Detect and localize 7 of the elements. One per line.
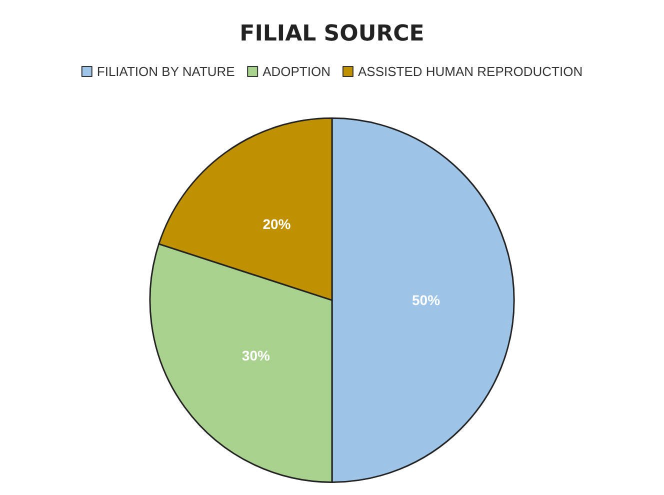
data-label: 20% (262, 216, 292, 232)
legend-label: FILIATION BY NATURE (96, 64, 236, 79)
legend-label: ADOPTION (262, 64, 330, 79)
chart-title: FILIAL SOURCE (240, 22, 424, 46)
data-label: 30% (242, 347, 270, 364)
data-label: 50% (412, 292, 441, 308)
legend-label: ASSISTED HUMAN REPRODUCTION (358, 64, 583, 79)
